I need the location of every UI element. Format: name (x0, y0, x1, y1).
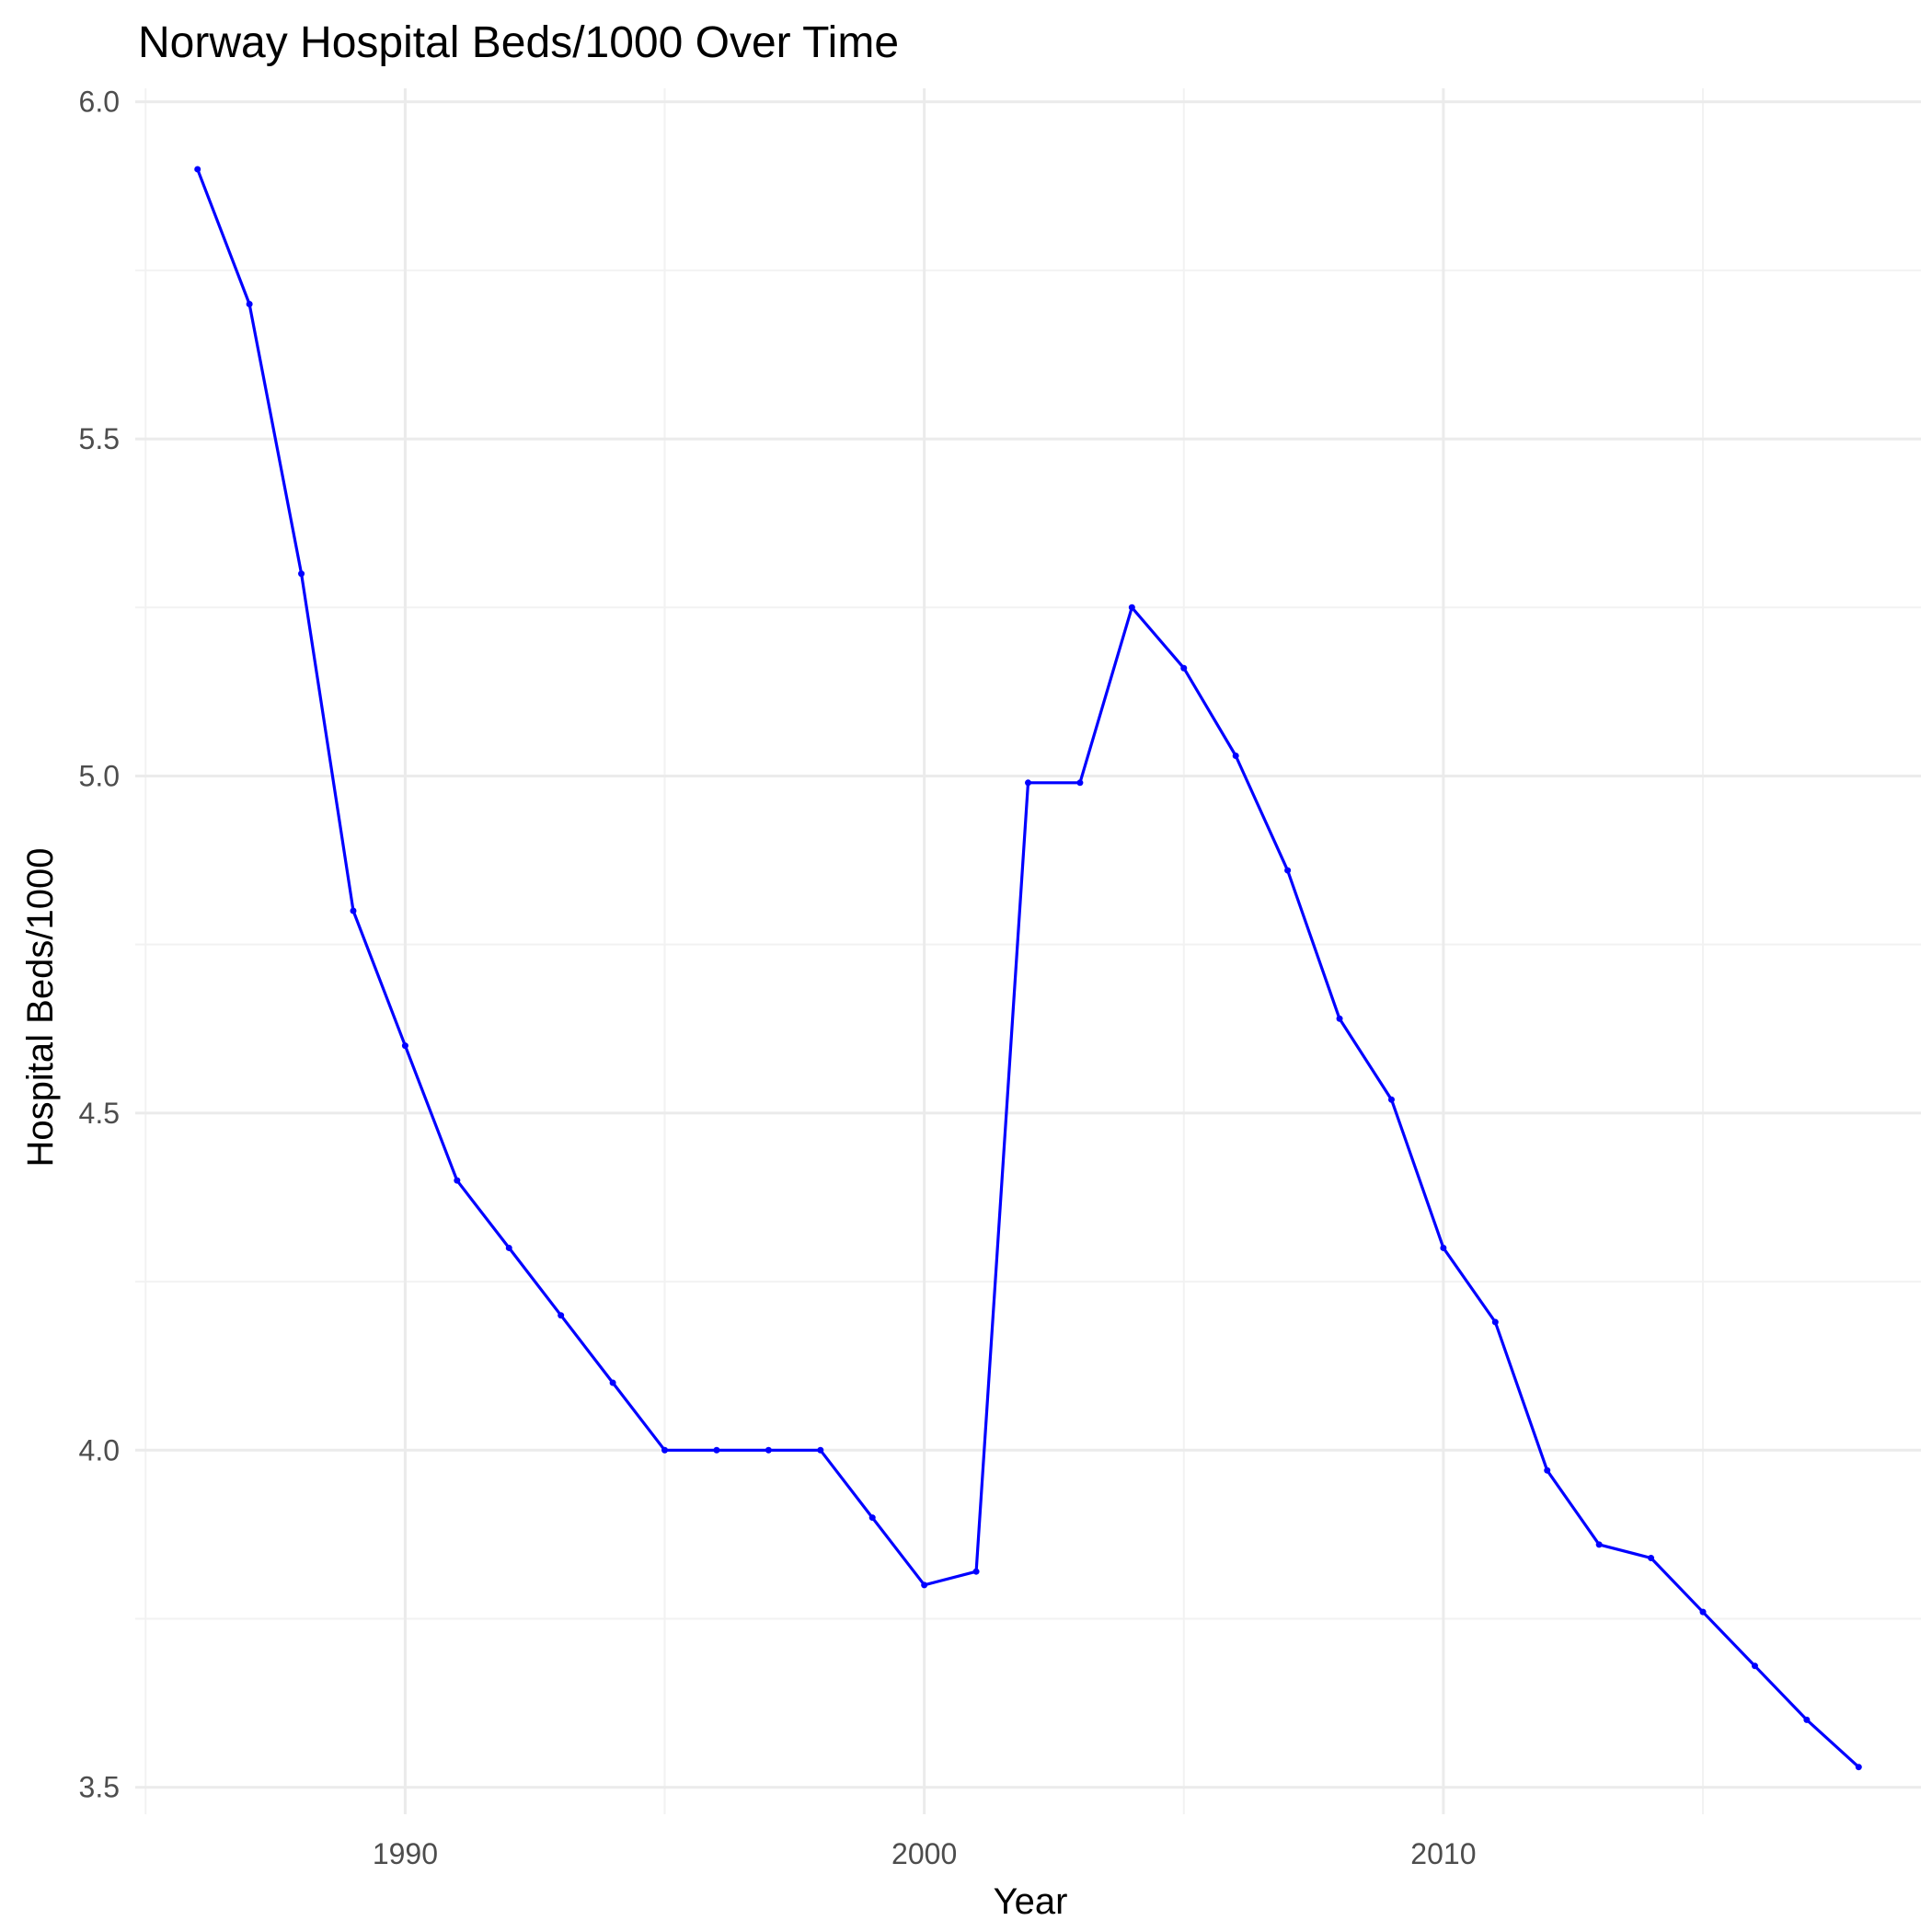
chart-title: Norway Hospital Beds/1000 Over Time (138, 18, 899, 67)
data-point (609, 1379, 616, 1386)
data-point (1284, 867, 1292, 874)
data-point (1180, 664, 1188, 672)
x-tick-label: 2010 (1410, 1837, 1476, 1870)
data-point (817, 1446, 824, 1454)
data-point (1336, 1015, 1343, 1022)
data-point (661, 1446, 669, 1454)
data-point (505, 1244, 512, 1251)
y-tick-label: 4.0 (79, 1433, 120, 1466)
data-point (972, 1568, 980, 1575)
data-point (1128, 604, 1135, 611)
data-point (1803, 1716, 1811, 1723)
y-tick-label: 4.5 (79, 1097, 120, 1130)
data-point (765, 1446, 772, 1454)
data-point (350, 907, 357, 914)
x-axis-tick-labels: 1990 2000 2010 (373, 1837, 1477, 1870)
data-point (713, 1446, 720, 1454)
data-point (921, 1581, 928, 1589)
data-point (1232, 752, 1239, 759)
data-point (1699, 1608, 1707, 1616)
data-point (868, 1514, 876, 1522)
y-tick-label: 5.0 (79, 759, 120, 792)
data-point (1595, 1541, 1603, 1548)
y-tick-label: 3.5 (79, 1771, 120, 1804)
data-point (1855, 1764, 1862, 1771)
data-point (1440, 1244, 1447, 1251)
x-tick-label: 1990 (373, 1837, 438, 1870)
data-point (1648, 1555, 1655, 1562)
y-tick-label: 6.0 (79, 86, 120, 119)
data-point (1751, 1662, 1758, 1670)
y-axis-title: Hospital Beds/1000 (20, 848, 61, 1167)
data-point (194, 166, 201, 173)
series-layer (194, 166, 1862, 1771)
x-axis-title: Year (994, 1881, 1068, 1922)
data-point (1491, 1318, 1499, 1326)
y-tick-label: 5.5 (79, 422, 120, 455)
minor-gridlines (135, 88, 1921, 1814)
data-point (1387, 1096, 1395, 1103)
data-point (558, 1312, 565, 1319)
data-point (1544, 1466, 1551, 1474)
data-point (298, 570, 305, 578)
y-axis-tick-labels: 3.5 4.0 4.5 5.0 5.5 6.0 (79, 86, 120, 1804)
x-tick-label: 2000 (891, 1837, 957, 1870)
data-point (454, 1177, 461, 1184)
data-point (401, 1042, 408, 1050)
data-point (246, 301, 253, 307)
data-point (1076, 779, 1084, 787)
data-point (1025, 779, 1031, 787)
major-gridlines (135, 88, 1921, 1814)
